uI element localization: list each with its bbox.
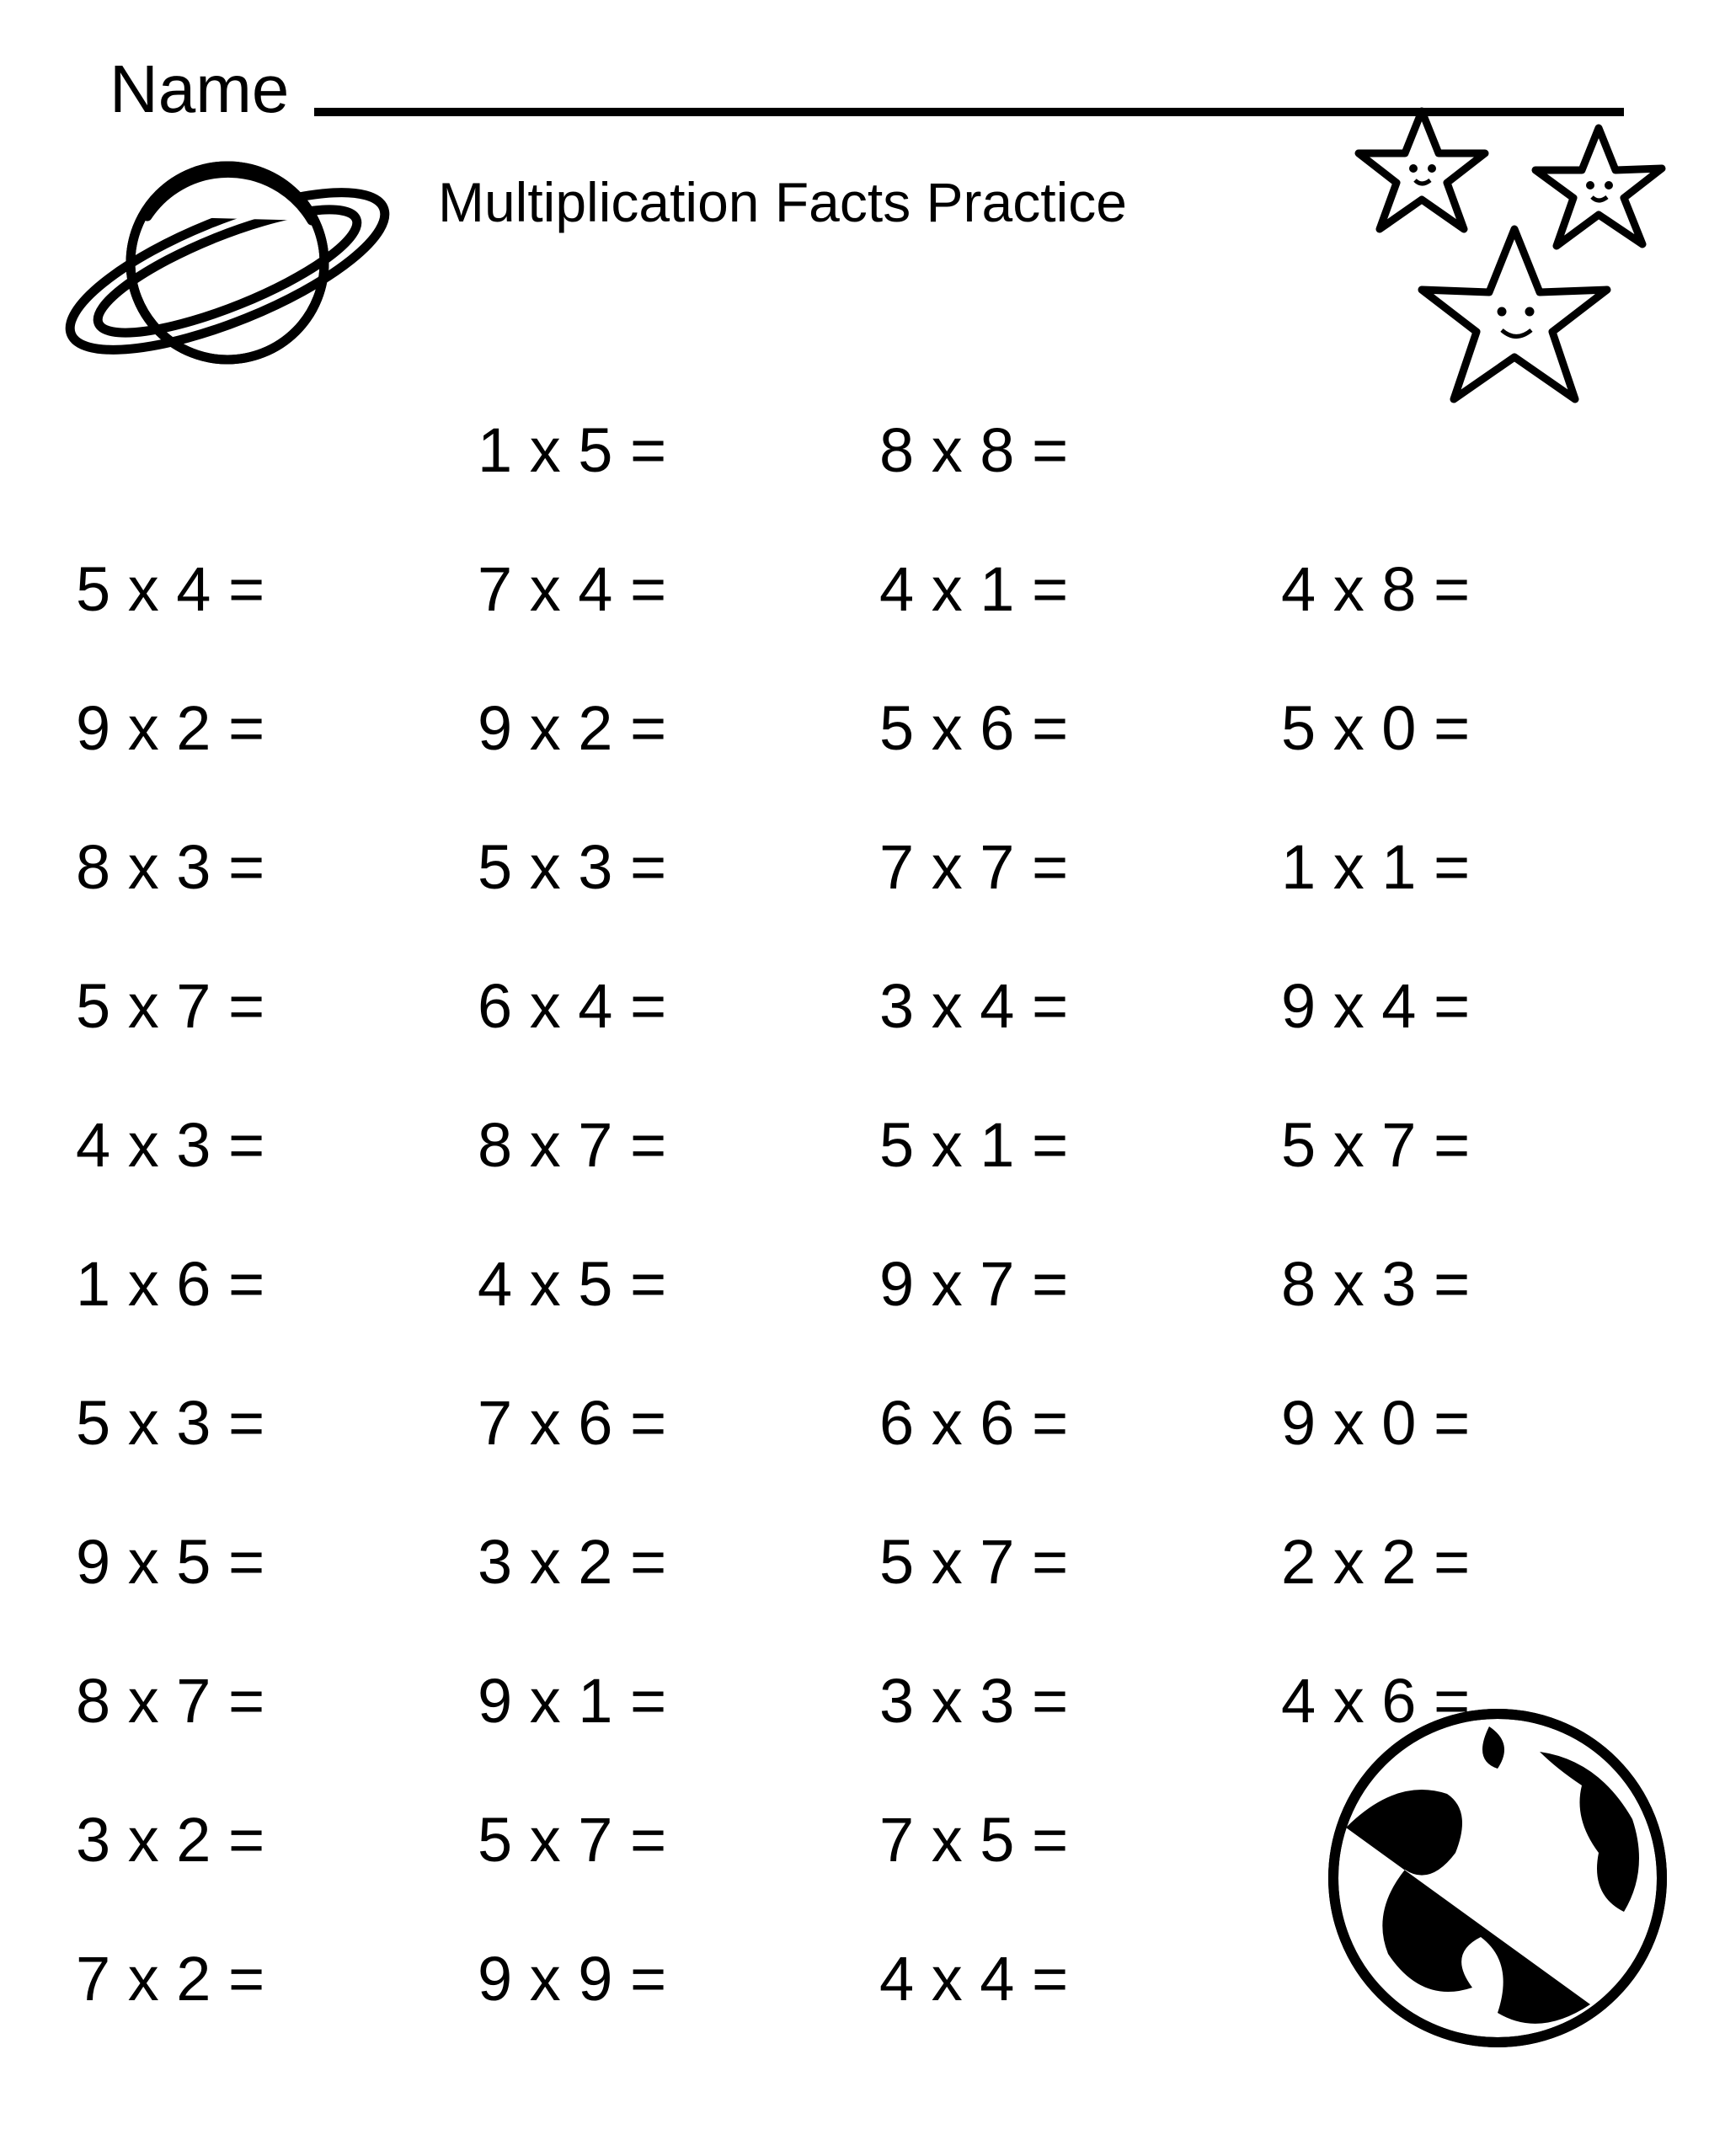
problem: 4 x 1 = xyxy=(879,520,1247,659)
earth-icon xyxy=(1321,1701,1674,2055)
problem: 9 x 5 = xyxy=(76,1492,444,1631)
problem: 1 x 6 = xyxy=(76,1214,444,1353)
column-3: 8 x 8 =4 x 1 =5 x 6 =7 x 7 =3 x 4 =5 x 1… xyxy=(879,381,1247,2048)
problem: 7 x 6 = xyxy=(478,1353,846,1492)
problem: 4 x 5 = xyxy=(478,1214,846,1353)
problem: 6 x 4 = xyxy=(478,937,846,1075)
problem: 8 x 7 = xyxy=(478,1075,846,1214)
column-1: 5 x 4 =9 x 2 =8 x 3 =5 x 7 =4 x 3 =1 x 6… xyxy=(76,381,444,2048)
problem: 5 x 7 = xyxy=(1281,1075,1649,1214)
problem: 3 x 4 = xyxy=(879,937,1247,1075)
problem: 8 x 3 = xyxy=(1281,1214,1649,1353)
problem: 7 x 4 = xyxy=(478,520,846,659)
problem: 9 x 0 = xyxy=(1281,1353,1649,1492)
name-label: Name xyxy=(109,51,289,128)
column-2: 1 x 5 =7 x 4 =9 x 2 =5 x 3 =6 x 4 =8 x 7… xyxy=(478,381,846,2048)
problem: 4 x 4 = xyxy=(879,1909,1247,2048)
problem: 5 x 4 = xyxy=(76,520,444,659)
problem: 8 x 3 = xyxy=(76,798,444,937)
worksheet-title: Multiplication Facts Practice xyxy=(438,170,1127,234)
problem: 6 x 6 = xyxy=(879,1353,1247,1492)
problem: 3 x 2 = xyxy=(478,1492,846,1631)
problem: 4 x 8 = xyxy=(1281,520,1649,659)
problem: 9 x 2 = xyxy=(76,659,444,798)
problem: 5 x 6 = xyxy=(879,659,1247,798)
problem: 5 x 7 = xyxy=(879,1492,1247,1631)
problem: 8 x 7 = xyxy=(76,1631,444,1770)
problem: 9 x 9 = xyxy=(478,1909,846,2048)
problem: 9 x 1 = xyxy=(478,1631,846,1770)
problem: 9 x 2 = xyxy=(478,659,846,798)
problem: 7 x 7 = xyxy=(879,798,1247,937)
problem: 9 x 4 = xyxy=(1281,937,1649,1075)
problem: 5 x 0 = xyxy=(1281,659,1649,798)
problem: 1 x 1 = xyxy=(1281,798,1649,937)
problem: 3 x 3 = xyxy=(879,1631,1247,1770)
stars-icon xyxy=(1354,103,1674,406)
problem: 5 x 1 = xyxy=(879,1075,1247,1214)
problem: 5 x 3 = xyxy=(76,1353,444,1492)
planet-icon xyxy=(51,136,404,406)
problem: 7 x 2 = xyxy=(76,1909,444,2048)
worksheet-page: Name Multiplication Facts Practice xyxy=(0,0,1725,2156)
problem: 5 x 7 = xyxy=(478,1770,846,1909)
problem: 2 x 2 = xyxy=(1281,1492,1649,1631)
problem: 9 x 7 = xyxy=(879,1214,1247,1353)
problem: 5 x 3 = xyxy=(478,798,846,937)
problem: 5 x 7 = xyxy=(76,937,444,1075)
problem: 3 x 2 = xyxy=(76,1770,444,1909)
header-row: Multiplication Facts Practice xyxy=(76,145,1649,406)
problem: 7 x 5 = xyxy=(879,1770,1247,1909)
problem: 4 x 3 = xyxy=(76,1075,444,1214)
